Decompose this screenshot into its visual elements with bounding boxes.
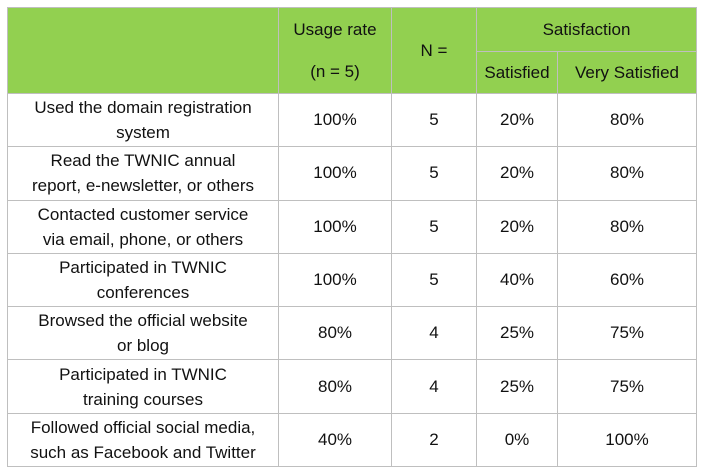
table-row: Browsed the official website or blog 80% 4 2… [7,306,698,361]
activity-text: Contacted customer service [37,204,249,224]
table-body: Used the domain registration system 100% 5 2… [7,92,698,468]
activity-text: Read the TWNIC annual [50,151,236,171]
satisfied-cell: 25% [476,359,558,414]
table-row: Contacted customer service via email, pho… [7,199,698,254]
satisfaction-table: Usage rate (n = 5) N = Satisfaction Sati… [7,7,698,468]
table-row: Read the TWNIC annual report, e-newslette… [7,146,698,201]
very-satisfied-header: Very Satisfied [556,51,698,94]
usage-rate-header: Usage rate (n = 5) [278,7,392,94]
activity-cell: Participated in TWNIC training courses [7,359,279,414]
satisfaction-header: Satisfaction [475,7,698,52]
usage-rate-cell: 100% [278,199,392,254]
activity-text: via email, phone, or others [42,229,244,249]
activity-cell: Used the domain registration system [7,92,279,148]
activity-text: Browsed the official website [38,311,248,331]
usage-rate-cell: 80% [278,359,392,414]
usage-rate-cell: 100% [278,146,392,201]
header-row-bottom: Satisfied Very Satisfied [8,51,698,94]
very-satisfied-cell: 100% [556,412,698,468]
activity-cell: Read the TWNIC annual report, e-newslette… [7,146,279,201]
usage-rate-cell: 40% [278,412,392,468]
very-satisfied-cell: 75% [556,306,698,361]
activity-cell: Browsed the official website or blog [7,306,279,361]
satisfied-cell: 40% [476,252,558,308]
usage-rate-n: (n = 5) [310,61,360,81]
activity-text: report, e-newsletter, or others [31,176,255,196]
n-cell: 5 [391,252,477,308]
n-cell: 5 [391,92,477,148]
very-satisfied-cell: 80% [556,92,698,148]
activity-text: conferences [96,283,190,303]
n-cell: 4 [391,359,477,414]
activity-text: or blog [117,336,169,356]
header-row-top: Usage rate (n = 5) N = Satisfaction [7,7,698,94]
activity-cell: Contacted customer service via email, pho… [7,199,279,254]
activity-text: such as Facebook and Twitter [30,442,256,462]
activity-text: Participated in TWNIC [59,364,227,384]
usage-rate-cell: 100% [278,92,392,148]
n-header: N = [391,7,477,94]
activity-text: training courses [82,389,203,409]
n-cell: 2 [391,412,477,468]
very-satisfied-cell: 80% [556,146,698,201]
satisfied-cell: 20% [476,146,558,201]
usage-rate-label: Usage rate [293,19,377,39]
very-satisfied-cell: 60% [556,252,698,308]
satisfied-cell: 25% [476,306,558,361]
table-row: Used the domain registration system 100% 5 2… [7,92,698,148]
usage-rate-cell: 80% [278,306,392,361]
table-row: Participated in TWNIC training courses 80%… [7,359,698,414]
very-satisfied-cell: 80% [556,199,698,254]
n-cell: 5 [391,146,477,201]
very-satisfied-cell: 75% [556,359,698,414]
satisfied-cell: 20% [476,199,558,254]
activity-text: Participated in TWNIC [59,258,227,278]
n-cell: 5 [391,199,477,254]
activity-text: system [116,123,170,143]
table-row: Participated in TWNIC conferences 100% 5 40%… [7,252,698,308]
activity-cell: Followed official social media, such as F… [7,412,279,468]
activity-header [7,7,279,94]
activity-cell: Participated in TWNIC conferences [7,252,279,308]
n-cell: 4 [391,306,477,361]
satisfied-cell: 20% [476,92,558,148]
satisfied-cell: 0% [476,412,558,468]
table-row: Followed official social media, such as F… [7,412,698,468]
satisfied-header: Satisfied [476,51,558,94]
activity-text: Used the domain registration [34,98,252,118]
usage-rate-cell: 100% [278,252,392,308]
activity-text: Followed official social media, [30,417,256,437]
